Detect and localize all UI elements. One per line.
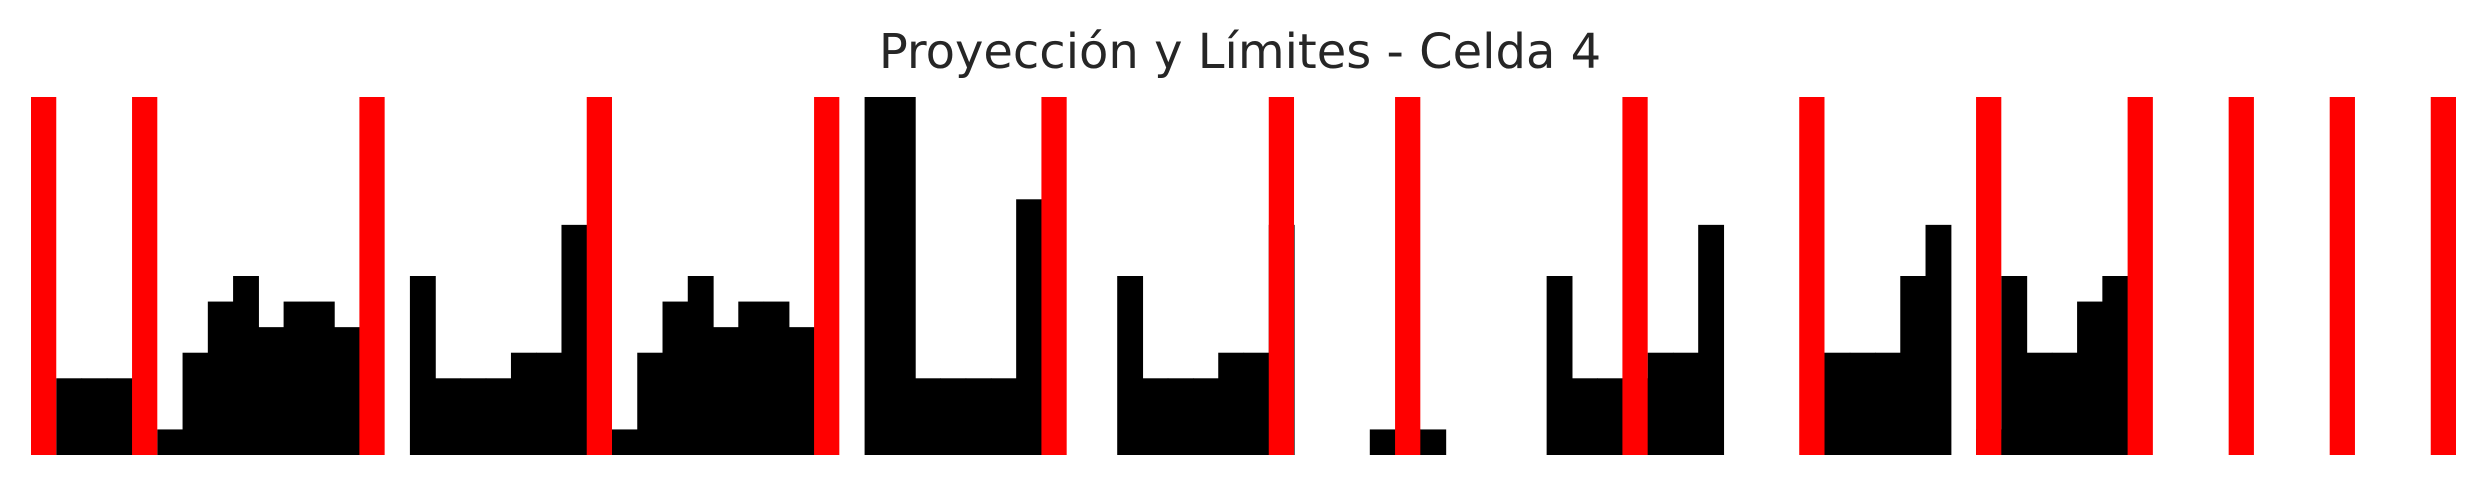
projection-bar [536,352,563,455]
projection-bar [1192,378,1219,455]
projection-bar [611,429,638,455]
limit-line [1622,97,1648,455]
projection-bar [2026,352,2053,455]
projection-bar [1218,352,1245,455]
projection-bar [1698,224,1725,455]
limit-line [1041,97,1067,455]
projection-bar [460,378,487,455]
projection-bar [283,301,310,455]
projection-bar [713,327,739,455]
projection-bar [1142,378,1169,455]
limit-line [1395,97,1421,455]
limit-line [359,97,385,455]
projection-bar [56,378,83,455]
projection-bar [1875,352,1901,455]
projection-bar [334,327,360,455]
projection-bar [687,276,714,455]
limit-line [814,97,840,455]
projection-bar [308,301,335,455]
projection-bar [2051,352,2078,455]
plot-area [31,97,2456,455]
projection-bar [1369,429,1396,455]
projection-bar [561,224,588,455]
projection-bar [889,97,916,455]
chart-title: Proyección y Límites - Celda 4 [879,24,1601,80]
projection-bar [1849,352,1876,455]
projection-bar [409,276,436,455]
limit-line [2430,97,2456,455]
projection-bar [485,378,512,455]
projection-bar [864,97,891,455]
projection-bar [1824,352,1851,455]
projection-bar [233,276,259,455]
projection-bar [915,378,941,455]
projection-bar [106,378,133,455]
projection-bar [207,301,234,455]
projection-bar [1546,276,1573,455]
limit-line [586,97,612,455]
limit-line [1799,97,1825,455]
projection-bar [965,378,992,455]
projection-bar [1243,352,1270,455]
projection-bar [2077,301,2103,455]
projection-bar [1900,276,1927,455]
projection-bar [788,327,815,455]
projection-bar [1420,429,1447,455]
projection-bar [1597,378,1624,455]
projection-bar [182,352,209,455]
projection-bar [1571,378,1598,455]
limit-line [31,97,57,455]
projection-bar [1672,352,1699,455]
projection-bar [738,301,765,455]
projection-bar [81,378,108,455]
projection-bar [157,429,184,455]
limit-line [2228,97,2254,455]
limit-line [1268,97,1295,455]
projection-bar [1925,224,1952,455]
projection-bar [1167,378,1194,455]
projection-bar [1117,276,1144,455]
projection-bar [990,378,1017,455]
limit-line [132,97,158,455]
limit-line [1976,97,2002,455]
projection-bar [258,327,285,455]
projection-bar [2001,276,2028,455]
projection-bar [940,378,967,455]
limit-line [2329,97,2355,455]
projection-bar [637,352,664,455]
projection-bar [435,378,462,455]
projection-bar [510,352,537,455]
projection-bar [662,301,689,455]
projection-bar [2102,276,2129,455]
projection-bar [1016,199,1043,455]
projection-bar [1647,352,1674,455]
projection-bar [763,301,790,455]
limit-line [2127,97,2153,455]
